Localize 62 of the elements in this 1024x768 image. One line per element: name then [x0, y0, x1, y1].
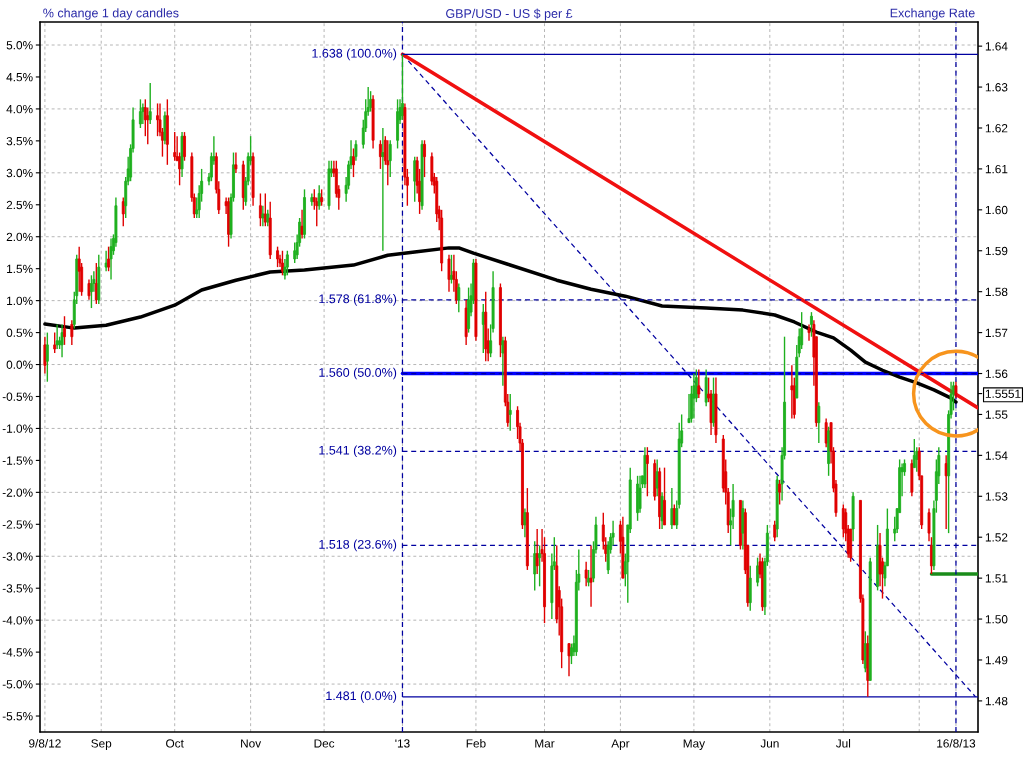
y-tick-label: -5.5%	[2, 712, 33, 721]
x-tick-label: 16/8/13	[937, 738, 976, 748]
ref-line-label: 1.560 (50.0%)	[319, 367, 397, 380]
chart-title: GBP/USD - US $ per £	[446, 8, 573, 21]
y-tick-label: -0.5%	[2, 392, 33, 401]
ref-line-label: 1.518 (23.6%)	[319, 539, 397, 552]
y2-tick-label: 1.53	[985, 492, 1008, 501]
y2-tick-label: 1.55	[985, 410, 1008, 419]
y-tick-label: 4.5%	[6, 73, 33, 82]
x-tick-label: Sep	[91, 739, 112, 750]
x-tick-label: Oct	[166, 739, 184, 748]
y2-tick-label: 1.60	[985, 205, 1008, 215]
y-tick-label: -2.5%	[2, 520, 33, 529]
x-tick-label: Mar	[535, 739, 555, 748]
ref-line-label: 1.481 (0.0%)	[326, 690, 397, 703]
y-tick-label: -3.5%	[2, 584, 33, 593]
y-tick-label: 0.5%	[6, 328, 33, 337]
x-tick-label: May	[683, 739, 706, 750]
y-tick-label: 3.0%	[6, 168, 33, 178]
y-tick-label: -2.0%	[2, 488, 33, 497]
ref-line-label: 1.578 (61.8%)	[319, 294, 397, 306]
y-tick-label: 1.0%	[7, 296, 33, 306]
y-tick-label: -4.0%	[2, 616, 33, 625]
y2-tick-label: 1.52	[985, 533, 1008, 542]
x-tick-label: Jul	[835, 738, 851, 748]
y2-tick-label: 1.57	[985, 328, 1008, 337]
y2-tick-label: 1.58	[985, 287, 1008, 297]
ref-line-label: 1.638 (100.0%)	[312, 48, 397, 61]
y-axis-title: % change 1 day candles	[43, 8, 179, 20]
y2-tick-label: 1.5551	[985, 389, 1021, 398]
y2-tick-label: 1.62	[985, 124, 1008, 133]
y2-tick-label: 1.51	[985, 574, 1008, 583]
y2-tick-label: 1.56	[985, 369, 1008, 378]
y-tick-label: 5.0%	[6, 41, 33, 50]
y2-tick-label: 1.48	[985, 696, 1008, 706]
y-tick-label: -1.5%	[2, 456, 33, 465]
x-tick-label: Feb	[466, 738, 486, 748]
x-tick-label: Nov	[241, 739, 262, 748]
x-tick-label: '13	[395, 739, 410, 748]
y-tick-label: -5.0%	[2, 680, 33, 689]
y-tick-label: 2.5%	[6, 200, 33, 210]
y-tick-label: 2.0%	[6, 232, 33, 242]
x-tick-label: Dec	[314, 739, 335, 748]
y-tick-label: -3.0%	[2, 552, 33, 561]
y-tick-label: -1.0%	[2, 424, 33, 433]
y-tick-label: 0.0%	[6, 360, 33, 369]
y-tick-label: 3.5%	[6, 136, 33, 146]
y2-tick-label: 1.59	[985, 246, 1008, 256]
y2-tick-label: 1.50	[985, 615, 1008, 624]
x-tick-label: 9/8/12	[29, 738, 61, 748]
y2-tick-label: 1.61	[985, 164, 1008, 174]
x-tick-label: Apr	[611, 739, 630, 750]
y-tick-label: 4.0%	[6, 104, 33, 114]
y-tick-label: 1.5%	[7, 264, 33, 274]
y2-tick-label: 1.49	[985, 656, 1008, 665]
y2-axis-title: Exchange Rate	[890, 8, 975, 20]
y2-tick-label: 1.54	[985, 451, 1008, 460]
ref-line-label: 1.541 (38.2%)	[319, 445, 397, 458]
y2-tick-label: 1.64	[985, 42, 1008, 51]
x-tick-label: Jun	[760, 739, 779, 748]
y2-tick-label: 1.63	[985, 83, 1008, 92]
y-tick-label: -4.5%	[2, 648, 33, 657]
